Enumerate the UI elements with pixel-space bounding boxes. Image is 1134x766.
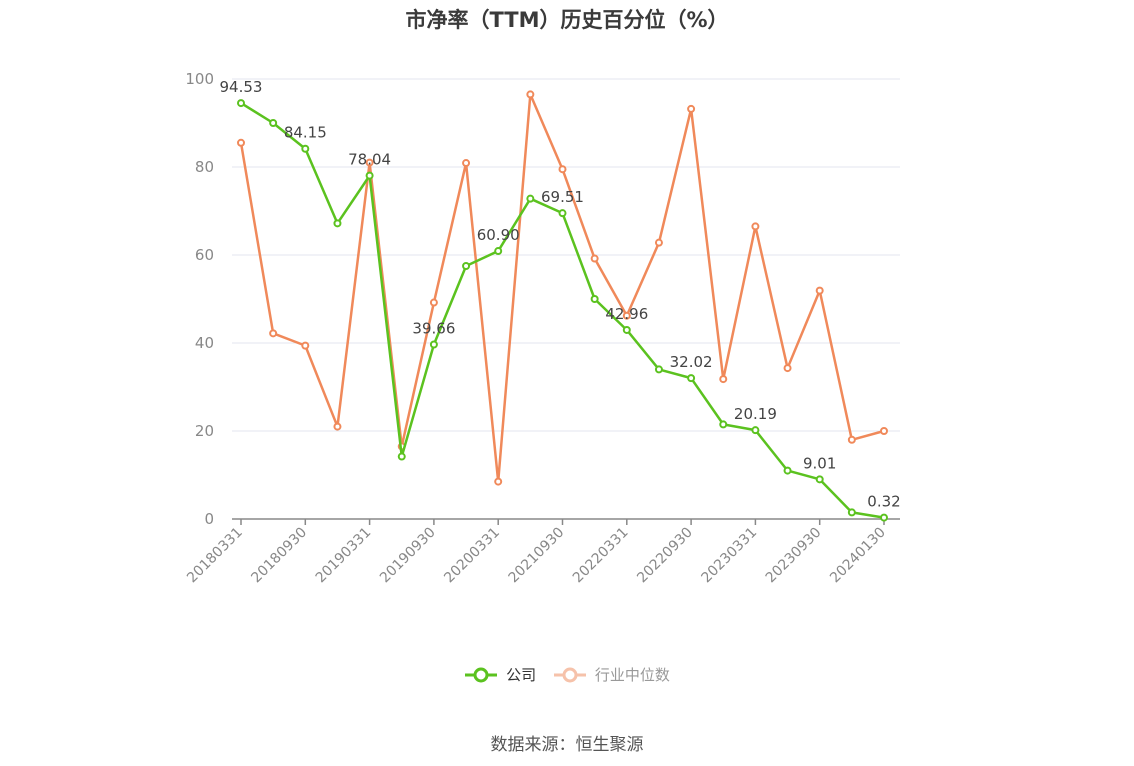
data-label: 94.53 <box>220 78 263 96</box>
data-point-1 <box>429 298 438 307</box>
data-point-0 <box>783 466 792 475</box>
y-tick-label: 0 <box>204 510 214 528</box>
data-point-1 <box>237 138 245 147</box>
chart-legend: 公司 行业中位数 <box>0 664 1134 689</box>
data-label: 42.96 <box>605 305 648 323</box>
y-tick-label: 40 <box>195 334 214 352</box>
x-tick-label: 20230930 <box>763 525 825 587</box>
x-tick-label: 20220331 <box>570 525 632 587</box>
data-point-1 <box>494 477 503 486</box>
legend-item-industry-median[interactable]: 行业中位数 <box>553 664 670 685</box>
chart-title: 市净率（TTM）历史百分位（%） <box>405 8 729 32</box>
x-tick-label: 20200331 <box>441 525 503 587</box>
data-point-0 <box>462 262 471 270</box>
data-point-1 <box>462 159 471 168</box>
data-point-1 <box>365 158 374 167</box>
y-tick-label: 60 <box>195 246 214 264</box>
data-point-0 <box>751 426 760 435</box>
data-point-1 <box>815 286 824 295</box>
data-point-1 <box>783 364 792 373</box>
data-point-0 <box>397 452 406 461</box>
y-tick-label: 20 <box>195 422 214 440</box>
data-point-0 <box>880 513 888 522</box>
data-point-1 <box>269 329 278 338</box>
x-tick-label: 20180331 <box>184 525 246 587</box>
data-point-1 <box>654 238 663 247</box>
data-label: 32.02 <box>670 353 713 371</box>
y-tick-label: 100 <box>185 70 214 88</box>
x-tick-label: 20190930 <box>377 525 439 587</box>
data-label: 69.51 <box>541 188 584 206</box>
data-label: 20.19 <box>734 405 777 423</box>
data-point-0 <box>847 508 856 517</box>
x-tick-label: 20230331 <box>699 525 761 587</box>
legend-line-marker-icon <box>553 667 586 682</box>
data-point-0 <box>590 295 599 303</box>
x-tick-label: 20210930 <box>506 525 568 587</box>
data-point-0 <box>654 365 663 374</box>
data-label: 0.32 <box>867 493 900 511</box>
data-point-1 <box>847 435 856 444</box>
x-tick-label: 20190331 <box>313 525 375 587</box>
data-point-0 <box>622 325 631 334</box>
data-point-0 <box>494 247 503 256</box>
data-point-1 <box>719 375 728 384</box>
data-point-1 <box>333 422 342 431</box>
legend-label-industry-median: 行业中位数 <box>594 666 670 684</box>
data-point-0 <box>558 209 567 218</box>
data-point-0 <box>301 144 310 153</box>
data-label: 78.04 <box>348 151 391 169</box>
legend-label-company: 公司 <box>506 666 537 684</box>
data-label: 9.01 <box>803 454 836 472</box>
data-point-0 <box>237 99 245 108</box>
data-point-0 <box>719 420 728 429</box>
data-label: 60.90 <box>477 226 520 244</box>
data-point-1 <box>622 311 631 320</box>
data-point-0 <box>429 340 438 349</box>
data-label: 39.66 <box>412 319 455 337</box>
data-label: 84.15 <box>284 124 327 142</box>
data-point-1 <box>751 222 760 231</box>
data-point-1 <box>880 427 888 435</box>
data-point-0 <box>333 219 342 228</box>
x-tick-label: 20180930 <box>248 525 310 587</box>
x-tick-label: 20240130 <box>827 525 889 587</box>
data-point-0 <box>526 194 535 203</box>
x-tick-label: 20220930 <box>634 525 696 587</box>
legend-line-marker-icon <box>465 667 498 682</box>
source-note: 数据来源：恒生聚源 <box>490 735 644 755</box>
data-point-0 <box>365 171 374 180</box>
legend-item-company[interactable]: 公司 <box>464 664 536 685</box>
data-point-1 <box>301 341 310 350</box>
data-point-1 <box>687 104 696 113</box>
data-point-0 <box>687 374 696 383</box>
data-point-1 <box>526 90 535 99</box>
data-point-1 <box>590 254 599 263</box>
data-point-1 <box>558 165 567 174</box>
data-point-0 <box>269 119 278 127</box>
data-point-0 <box>815 475 824 484</box>
y-tick-label: 80 <box>195 158 214 176</box>
